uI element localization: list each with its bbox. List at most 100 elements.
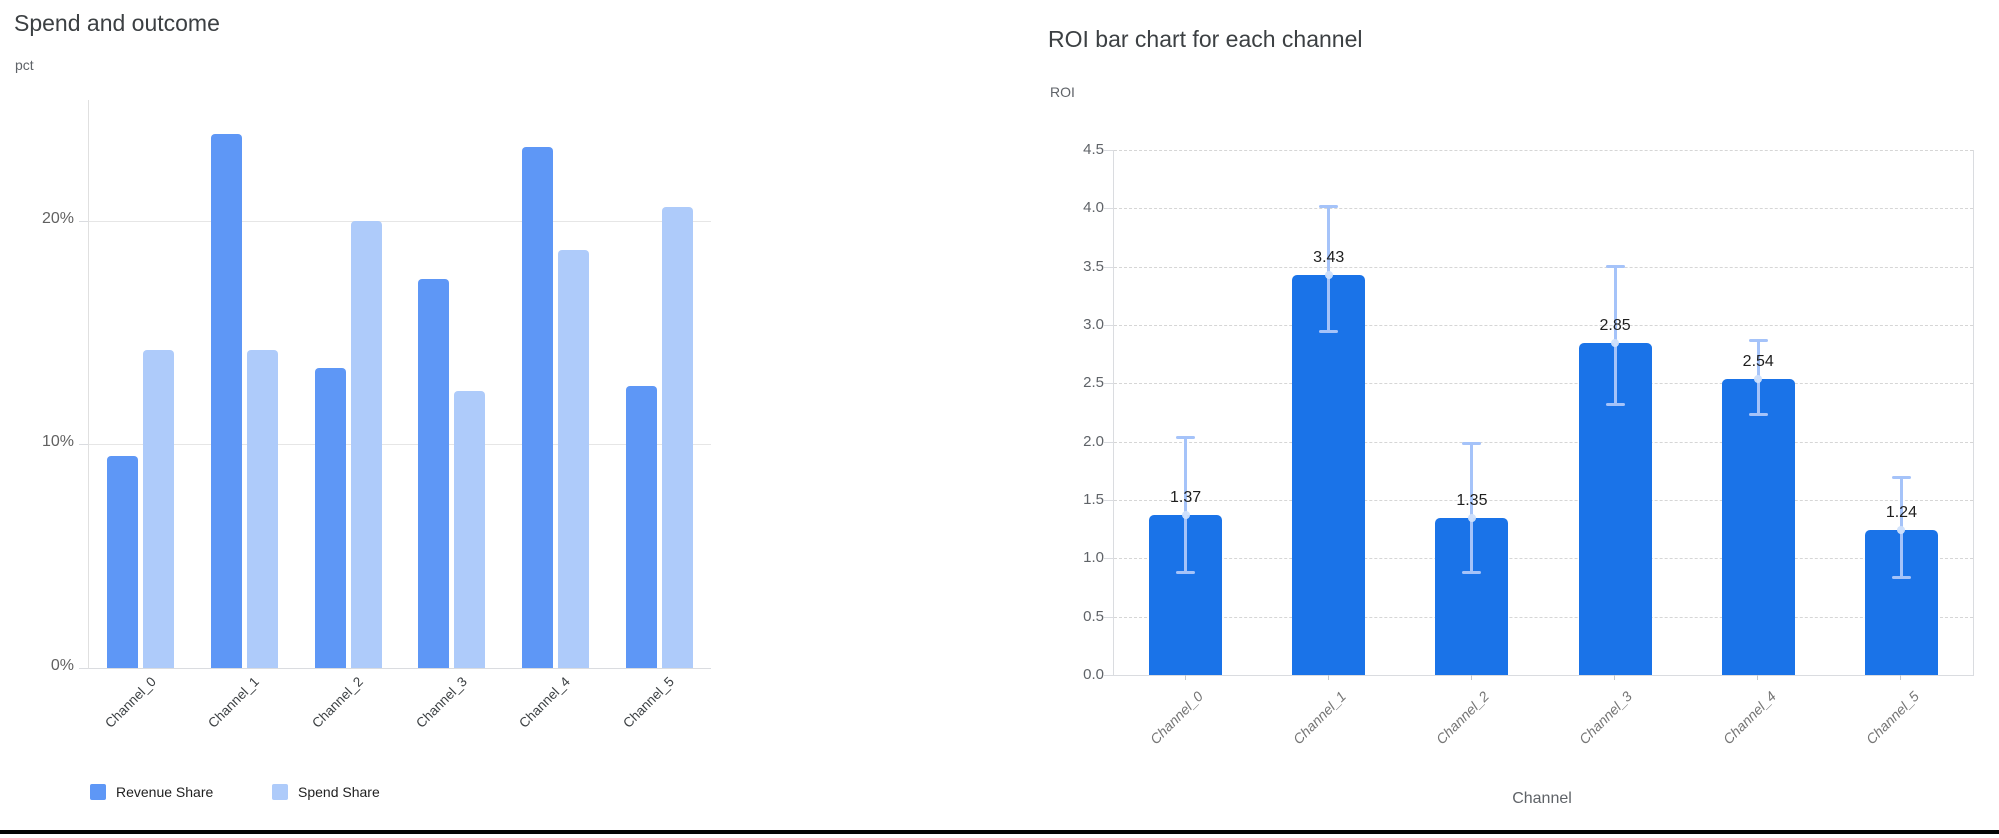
bar-revenue-share-channel_3[interactable] bbox=[418, 278, 450, 668]
right-chart-title: ROI bar chart for each channel bbox=[1048, 26, 1363, 52]
right-y-tick-label: 1.5 bbox=[1083, 491, 1104, 508]
left-chart-title: Spend and outcome bbox=[14, 10, 220, 36]
bar-value-label-channel_5: 1.24 bbox=[1885, 504, 1917, 522]
right-x-tick-mark bbox=[1757, 675, 1759, 680]
right-x-label-channel_5: Channel_5 bbox=[1862, 688, 1922, 748]
right-y-tick-mark bbox=[1104, 208, 1113, 210]
right-gridline-1.0 bbox=[1114, 558, 1973, 560]
left-y-tick-label: 0% bbox=[50, 657, 74, 674]
bar-roi-channel_1[interactable] bbox=[1292, 274, 1366, 675]
right-gridline-2.5 bbox=[1114, 383, 1973, 385]
right-x-tick-mark bbox=[1184, 675, 1186, 680]
left-plot-area bbox=[88, 100, 711, 669]
bar-revenue-share-channel_5[interactable] bbox=[625, 386, 657, 668]
right-x-label-channel_2: Channel_2 bbox=[1433, 688, 1493, 748]
right-y-tick-label: 4.0 bbox=[1083, 199, 1104, 217]
bar-revenue-share-channel_0[interactable] bbox=[107, 455, 139, 668]
right-gridline-4.5 bbox=[1114, 150, 1973, 151]
error-bar-mean-dot-channel_1 bbox=[1324, 270, 1333, 279]
right-y-tick-mark bbox=[1104, 383, 1113, 385]
right-y-tick-label: 0.5 bbox=[1083, 607, 1104, 625]
left-y-tick-mark bbox=[79, 668, 88, 669]
right-gridline-0.5 bbox=[1114, 616, 1973, 618]
right-y-tick-mark bbox=[1104, 150, 1113, 151]
right-x-tick-mark bbox=[1470, 675, 1472, 680]
right-y-tick-label: 1.0 bbox=[1083, 549, 1104, 567]
right-x-axis-title: Channel bbox=[1512, 790, 1572, 807]
right-y-tick-label: 3.5 bbox=[1083, 257, 1104, 275]
legend-swatch-revenue bbox=[90, 784, 106, 800]
bar-spend-share-channel_1[interactable] bbox=[247, 350, 278, 668]
right-x-label-channel_1: Channel_1 bbox=[1289, 688, 1350, 748]
right-y-tick-label: 2.0 bbox=[1083, 432, 1104, 450]
error-bar-cap-top-channel_2 bbox=[1462, 441, 1482, 445]
right-y-tick-mark bbox=[1104, 325, 1113, 326]
bar-spend-share-channel_3[interactable] bbox=[454, 390, 486, 668]
right-y-axis-unit-label: ROI bbox=[1050, 84, 1075, 100]
right-x-tick-mark bbox=[1900, 675, 1902, 680]
legend-swatch-spend bbox=[272, 784, 288, 800]
bar-value-label-channel_1: 3.43 bbox=[1313, 248, 1345, 266]
bar-spend-share-channel_2[interactable] bbox=[350, 220, 382, 668]
bar-value-label-channel_2: 1.35 bbox=[1456, 491, 1488, 509]
legend-label: Spend Share bbox=[298, 784, 380, 800]
error-bar-line-channel_3 bbox=[1613, 265, 1617, 405]
left-y-tick-mark bbox=[79, 220, 88, 222]
error-bar-cap-top-channel_0 bbox=[1176, 436, 1196, 439]
bar-value-label-channel_3: 2.85 bbox=[1599, 316, 1631, 334]
right-y-tick-mark bbox=[1104, 558, 1113, 560]
error-bar-cap-bottom-channel_5 bbox=[1891, 576, 1911, 579]
right-gridline-3.5 bbox=[1114, 266, 1973, 268]
right-gridline-2.0 bbox=[1114, 441, 1973, 443]
bar-value-label-channel_0: 1.37 bbox=[1170, 489, 1202, 507]
bar-roi-channel_4[interactable] bbox=[1721, 378, 1795, 675]
error-bar-cap-bottom-channel_3 bbox=[1605, 403, 1625, 407]
right-gridline-4.0 bbox=[1114, 208, 1973, 210]
error-bar-cap-bottom-channel_2 bbox=[1462, 571, 1482, 575]
bar-spend-share-channel_5[interactable] bbox=[661, 207, 693, 668]
right-plot-area: 1.37 3.43 1.35 2.85 2.54 1.24 bbox=[1113, 150, 1974, 676]
left-gridline-20% bbox=[89, 220, 711, 222]
left-y-tick-mark bbox=[79, 444, 88, 446]
right-y-tick-label: 0.0 bbox=[1083, 666, 1104, 683]
right-x-tick-mark bbox=[1327, 675, 1329, 680]
right-y-tick-mark bbox=[1104, 616, 1113, 618]
bar-revenue-share-channel_2[interactable] bbox=[314, 368, 346, 668]
bar-revenue-share-channel_4[interactable] bbox=[522, 146, 553, 668]
error-bar-mean-dot-channel_3 bbox=[1611, 338, 1620, 347]
right-y-tick-mark bbox=[1104, 500, 1113, 501]
chart-legend: Revenue Share Spend Share bbox=[0, 783, 720, 803]
right-y-tick-label: 2.5 bbox=[1083, 374, 1104, 392]
legend-item-revenue-share[interactable]: Revenue Share bbox=[90, 783, 213, 801]
bar-value-label-channel_4: 2.54 bbox=[1742, 352, 1774, 370]
error-bar-cap-top-channel_3 bbox=[1605, 264, 1625, 268]
error-bar-cap-bottom-channel_4 bbox=[1748, 412, 1768, 416]
bar-spend-share-channel_0[interactable] bbox=[143, 350, 175, 668]
legend-label: Revenue Share bbox=[116, 784, 214, 800]
left-y-tick-label: 20% bbox=[41, 209, 74, 227]
error-bar-line-channel_1 bbox=[1327, 206, 1331, 331]
right-y-tick-mark bbox=[1104, 675, 1113, 676]
bar-spend-share-channel_4[interactable] bbox=[558, 249, 589, 668]
right-y-tick-label: 4.5 bbox=[1083, 141, 1104, 158]
error-bar-line-channel_0 bbox=[1184, 437, 1188, 573]
error-bar-cap-top-channel_4 bbox=[1748, 339, 1768, 343]
error-bar-mean-dot-channel_5 bbox=[1897, 526, 1906, 535]
right-gridline-3.0 bbox=[1114, 325, 1973, 326]
right-y-tick-mark bbox=[1104, 441, 1113, 443]
error-bar-mean-dot-channel_0 bbox=[1181, 511, 1190, 520]
right-x-tick-mark bbox=[1614, 675, 1616, 680]
legend-item-spend-share[interactable]: Spend Share bbox=[272, 783, 380, 801]
left-gridline-10% bbox=[89, 444, 711, 446]
right-x-label-channel_0: Channel_0 bbox=[1146, 688, 1206, 748]
error-bar-cap-bottom-channel_1 bbox=[1319, 329, 1339, 333]
error-bar-cap-top-channel_1 bbox=[1319, 205, 1339, 208]
right-gridline-1.5 bbox=[1114, 500, 1973, 501]
error-bar-line-channel_2 bbox=[1470, 442, 1474, 573]
error-bar-mean-dot-channel_4 bbox=[1754, 374, 1763, 383]
right-x-label-channel_3: Channel_3 bbox=[1576, 688, 1636, 748]
bar-revenue-share-channel_1[interactable] bbox=[211, 133, 242, 668]
right-y-tick-label: 3.0 bbox=[1083, 316, 1104, 333]
